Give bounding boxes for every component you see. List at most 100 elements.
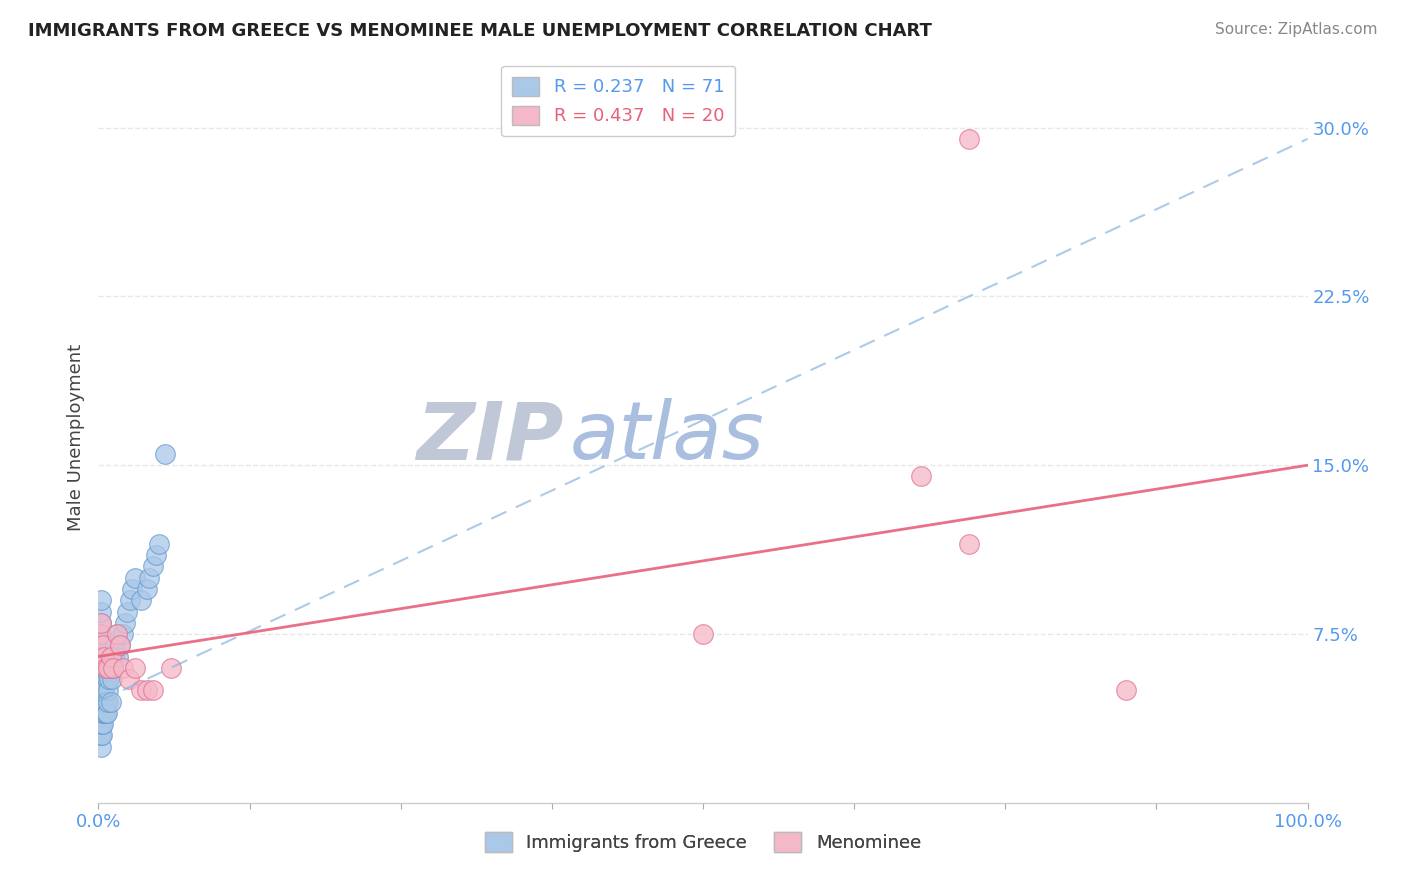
Point — [105, 627, 128, 641]
Point — [90, 638, 112, 652]
Point — [91, 683, 114, 698]
Point — [89, 649, 111, 664]
Point — [90, 706, 112, 720]
Point — [91, 638, 114, 652]
Point — [90, 593, 112, 607]
Point — [93, 683, 115, 698]
Point — [108, 638, 131, 652]
Point — [93, 706, 115, 720]
Point — [89, 683, 111, 698]
Point — [90, 615, 112, 630]
Point — [692, 627, 714, 641]
Point — [89, 694, 111, 708]
Point — [91, 672, 114, 686]
Point — [90, 672, 112, 686]
Point — [91, 717, 114, 731]
Y-axis label: Male Unemployment: Male Unemployment — [66, 343, 84, 531]
Point — [90, 649, 112, 664]
Point — [91, 694, 114, 708]
Point — [91, 649, 114, 664]
Point — [100, 694, 122, 708]
Point — [135, 582, 157, 596]
Point — [91, 717, 114, 731]
Point — [90, 627, 112, 641]
Point — [90, 683, 112, 698]
Point — [91, 706, 114, 720]
Point — [148, 537, 170, 551]
Point — [145, 548, 167, 562]
Point — [93, 649, 115, 664]
Point — [118, 593, 141, 607]
Point — [100, 649, 122, 664]
Point — [97, 694, 120, 708]
Point — [94, 661, 117, 675]
Point — [124, 661, 146, 675]
Point — [153, 447, 176, 461]
Point — [91, 683, 114, 698]
Point — [129, 593, 152, 607]
Point — [91, 672, 114, 686]
Point — [107, 649, 129, 664]
Point — [89, 627, 111, 641]
Point — [89, 706, 111, 720]
Point — [138, 571, 160, 585]
Point — [90, 739, 112, 754]
Point — [135, 683, 157, 698]
Point — [89, 717, 111, 731]
Point — [91, 694, 114, 708]
Text: Source: ZipAtlas.com: Source: ZipAtlas.com — [1215, 22, 1378, 37]
Point — [104, 638, 127, 652]
Point — [105, 627, 128, 641]
Point — [90, 728, 112, 742]
Point — [957, 132, 980, 146]
Point — [89, 661, 111, 675]
Point — [101, 661, 124, 675]
Point — [142, 683, 165, 698]
Point — [111, 627, 134, 641]
Legend: Immigrants from Greece, Menominee: Immigrants from Greece, Menominee — [478, 825, 928, 860]
Text: IMMIGRANTS FROM GREECE VS MENOMINEE MALE UNEMPLOYMENT CORRELATION CHART: IMMIGRANTS FROM GREECE VS MENOMINEE MALE… — [28, 22, 932, 40]
Point — [124, 571, 146, 585]
Point — [142, 559, 165, 574]
Point — [96, 706, 118, 720]
Point — [91, 649, 114, 664]
Point — [89, 638, 111, 652]
Point — [90, 661, 112, 675]
Point — [103, 649, 125, 664]
Point — [91, 661, 114, 675]
Point — [160, 661, 183, 675]
Point — [90, 605, 112, 619]
Point — [89, 672, 111, 686]
Point — [97, 683, 120, 698]
Point — [93, 694, 115, 708]
Point — [90, 717, 112, 731]
Point — [96, 672, 118, 686]
Point — [91, 638, 114, 652]
Text: ZIP: ZIP — [416, 398, 564, 476]
Point — [91, 661, 114, 675]
Point — [90, 615, 112, 630]
Point — [111, 661, 134, 675]
Point — [118, 672, 141, 686]
Point — [108, 638, 131, 652]
Point — [97, 661, 120, 675]
Point — [91, 706, 114, 720]
Point — [100, 661, 122, 675]
Text: atlas: atlas — [569, 398, 765, 476]
Point — [89, 728, 111, 742]
Point — [1115, 683, 1137, 698]
Point — [89, 627, 111, 641]
Point — [129, 683, 152, 698]
Point — [117, 605, 139, 619]
Point — [910, 469, 932, 483]
Point — [90, 694, 112, 708]
Point — [100, 672, 122, 686]
Point — [121, 582, 143, 596]
Point — [94, 706, 117, 720]
Point — [101, 661, 124, 675]
Point — [957, 537, 980, 551]
Point — [91, 728, 114, 742]
Point — [98, 672, 121, 686]
Point — [114, 615, 136, 630]
Point — [94, 694, 117, 708]
